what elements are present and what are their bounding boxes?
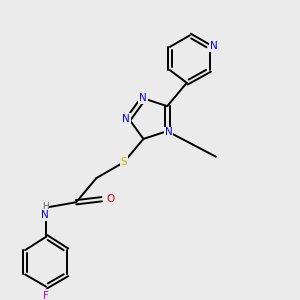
Text: N: N (122, 114, 130, 124)
Text: H: H (42, 202, 48, 211)
Text: N: N (210, 41, 218, 51)
Text: S: S (121, 157, 127, 167)
Text: N: N (165, 128, 172, 137)
Text: N: N (139, 93, 147, 103)
Text: N: N (41, 210, 49, 220)
Text: O: O (106, 194, 114, 204)
Text: F: F (43, 291, 49, 300)
